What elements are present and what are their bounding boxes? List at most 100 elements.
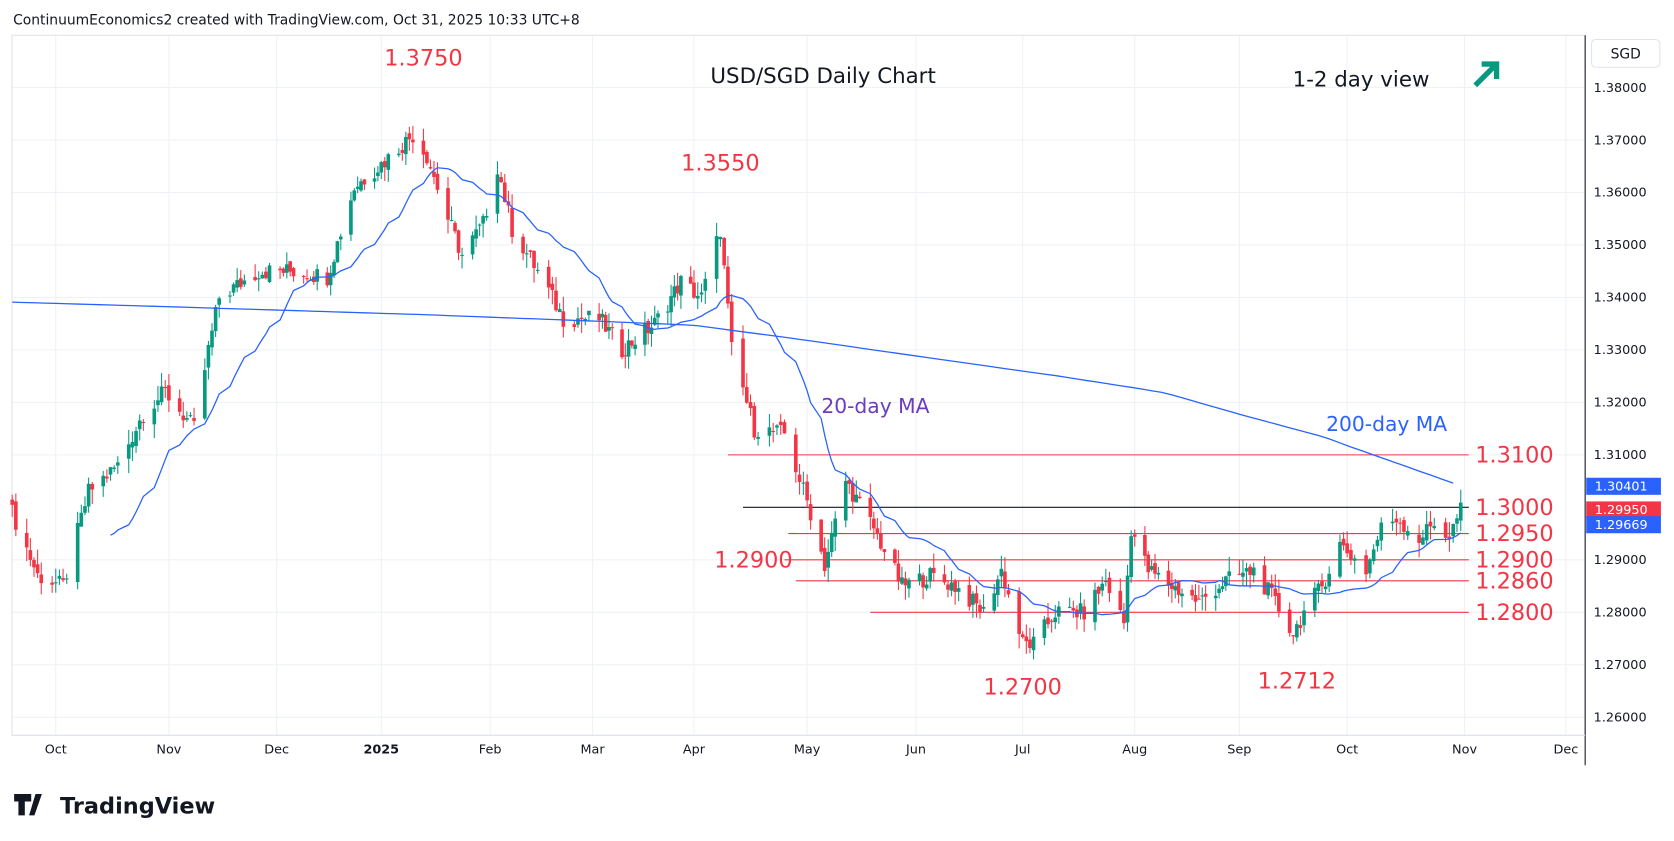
candle-body <box>748 402 753 409</box>
candle <box>404 131 408 166</box>
time-tick-label: May <box>794 742 821 757</box>
candle-body <box>672 286 677 298</box>
candle-body <box>928 568 933 582</box>
time-axis[interactable]: Oct Nov Dec 2025 Feb Mar Apr May Jun Jul Aug Sep Oct… <box>45 742 1579 757</box>
price-axis[interactable]: 1.38000 1.37000 1.36000 1.35000 1.34000 1.330… <box>1594 81 1647 726</box>
candle-body <box>1237 573 1242 575</box>
candle-body <box>669 296 673 313</box>
candle-body <box>1149 566 1154 570</box>
candle <box>1213 584 1218 611</box>
candle <box>1003 557 1007 598</box>
candle-body <box>90 484 95 490</box>
candle-body <box>1312 587 1317 611</box>
candle-body <box>822 547 827 571</box>
candle-body <box>1224 576 1228 587</box>
candle-body <box>382 161 387 168</box>
candle-body <box>1402 520 1406 532</box>
candle-body <box>355 186 360 190</box>
candle-body <box>231 284 236 293</box>
candle-body <box>126 444 131 459</box>
candle-body <box>1125 575 1130 623</box>
candle <box>1352 554 1357 574</box>
candle <box>744 373 749 404</box>
candle <box>1227 556 1232 585</box>
ma200-line <box>12 301 1454 484</box>
candle-body <box>775 425 779 428</box>
candle-body <box>771 430 775 433</box>
candle-body <box>1200 595 1205 597</box>
candle <box>808 494 813 530</box>
candle-body <box>421 140 426 155</box>
candle <box>924 576 929 591</box>
candle-body <box>1176 582 1181 595</box>
currency-label: SGD <box>1611 47 1641 63</box>
candle <box>1193 584 1198 612</box>
candle <box>978 599 982 619</box>
candle-body <box>332 261 336 276</box>
candle-body <box>850 482 855 502</box>
candle-body <box>1327 573 1331 587</box>
candle <box>607 313 611 340</box>
candle <box>893 548 897 566</box>
candle <box>338 233 343 251</box>
candle-body <box>600 313 605 318</box>
candle <box>1338 534 1342 579</box>
candle <box>1024 624 1029 654</box>
candle-body <box>572 324 577 328</box>
candle-body <box>782 422 787 434</box>
candle <box>112 465 116 472</box>
candle <box>652 305 657 326</box>
candle-body <box>291 268 296 277</box>
candle <box>75 511 80 590</box>
candle <box>185 411 189 422</box>
candle <box>291 266 296 282</box>
candle-body <box>24 533 29 548</box>
candle-body <box>521 236 525 254</box>
candle <box>1122 602 1126 630</box>
candle <box>921 572 925 599</box>
candle <box>882 549 887 561</box>
candle-body <box>404 137 408 155</box>
candle <box>666 305 670 324</box>
candle <box>1417 524 1421 558</box>
candle-body <box>623 355 628 357</box>
candle-body <box>576 318 580 325</box>
candle <box>1118 578 1123 614</box>
candle <box>949 570 954 597</box>
candle-body <box>1390 521 1395 524</box>
candle-body <box>1320 581 1324 587</box>
candle <box>942 565 947 585</box>
candle <box>432 160 436 185</box>
candle <box>521 233 525 261</box>
candle-body <box>481 216 485 224</box>
candle-body <box>446 188 450 220</box>
candle <box>1143 526 1147 567</box>
currency-button[interactable] <box>1591 38 1661 68</box>
candle-body <box>86 483 91 507</box>
candle <box>242 274 247 287</box>
candle-body <box>432 171 436 178</box>
candle-body <box>826 551 831 568</box>
candle-body <box>238 278 243 288</box>
level-label: 1.3100 <box>1475 442 1553 468</box>
candle-body <box>1170 582 1174 589</box>
candle-body <box>633 344 637 349</box>
candle <box>610 323 615 340</box>
candle-body <box>359 181 363 191</box>
candle-body <box>1394 518 1399 523</box>
candle-body <box>1173 586 1178 591</box>
candle-body <box>695 295 700 299</box>
candle <box>1390 508 1395 531</box>
candle-body <box>1316 583 1321 591</box>
candle <box>557 303 562 313</box>
candle <box>1375 535 1380 552</box>
candle-body <box>152 408 157 425</box>
chart-title: USD/SGD Daily Chart <box>710 64 935 89</box>
candle <box>752 402 757 441</box>
candle <box>1049 619 1054 633</box>
candle <box>767 414 772 447</box>
candle <box>14 493 18 537</box>
price-tick-label: 1.36000 <box>1594 186 1647 201</box>
candle-body <box>1323 586 1328 590</box>
